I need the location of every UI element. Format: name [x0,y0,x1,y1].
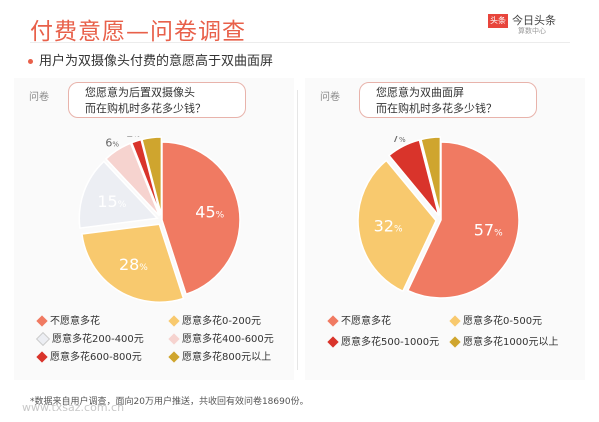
question-label: 问卷 [29,92,49,103]
pie-slice-label: 45% [195,202,224,221]
pie-slice [104,142,161,217]
legend-item: 愿意多花0-500元 [449,312,543,327]
logo-name: 今日头条 [512,14,556,27]
pie-slice-label: 15% [97,192,126,211]
legend-swatch-icon [168,333,180,345]
pie-slice-label: 28% [119,255,148,274]
legend-swatch-icon [36,315,48,327]
brand-logo: 头条 今日头条 算数中心 [488,12,568,38]
pie-chart-curved-screen: 57%32%7%4% [357,136,520,299]
legend-swatch-icon [35,331,51,347]
question-line-1: 您愿意为双曲面屏 [376,86,464,99]
legend-item: 愿意多花1000元以上 [449,333,559,348]
pie-slice [130,138,162,216]
title-rule [30,42,570,43]
bullet-icon [28,59,33,64]
pie-slice [420,136,442,216]
legend-item: 愿意多花800元以上 [168,348,272,363]
legend-label: 愿意多花1000元以上 [463,337,559,348]
question-line-2: 而在购机时多花多少钱？ [376,102,497,115]
pie-slice [81,223,185,303]
logo-badge: 头条 [488,14,508,28]
legend-item: 愿意多花0-200元 [168,312,262,327]
legend-label: 不愿意多花 [50,316,100,327]
legend-item: 愿意多花400-600元 [168,330,274,345]
legend-label: 不愿意多花 [341,316,391,327]
footnote: *数据来自用户调查，面向20万用户推送，共收回有效问卷18690份。 [30,397,309,407]
question-line-1: 您愿意为后置双摄像头 [85,86,195,99]
question-line-2: 而在购机时多花多少钱？ [85,102,206,115]
legend-label: 愿意多花0-500元 [463,316,543,327]
chart-panel-left: 问卷 您愿意为后置双摄像头 而在购机时多花多少钱？ 45%28%15%6%2%4… [14,78,294,380]
legend-item: 不愿意多花 [36,312,100,327]
legend-swatch-icon [36,351,48,363]
logo-subtitle: 算数中心 [518,27,546,35]
question-bubble: 您愿意为后置双摄像头 而在购机时多花多少钱？ [68,82,246,118]
pie-slice [357,159,437,293]
pie-slice [161,141,241,296]
legend-item: 愿意多花500-1000元 [327,333,440,348]
pie-slice-label: 2% [126,136,140,140]
question-label: 问卷 [320,92,340,103]
legend-swatch-icon [327,336,339,348]
pie-slice [406,141,520,299]
pie-slice [141,136,163,216]
legend-swatch-icon [449,315,461,327]
legend-swatch-icon [327,315,339,327]
subtitle: 用户为双摄像头付费的意愿高于双曲面屏 [28,50,273,69]
legend-item: 愿意多花200-400元 [35,330,144,347]
pie-slice [387,139,440,217]
pie-slice-label: 7% [392,136,406,145]
legend-item: 不愿意多花 [327,312,391,327]
legend-swatch-icon [449,336,461,348]
panel-divider [297,90,298,370]
legend-label: 愿意多花400-600元 [182,334,274,345]
legend-swatch-icon [168,351,180,363]
legend-swatch-icon [168,315,180,327]
question-bubble: 您愿意为双曲面屏 而在购机时多花多少钱？ [359,82,537,118]
pie-slice [78,160,159,229]
pie-slice-label: 57% [474,221,503,240]
legend-label: 愿意多花600-800元 [50,352,142,363]
page-title: 付费意愿—问卷调查 [30,19,246,45]
watermark: www.txsaz.com.cn [22,401,125,414]
pie-slice-label: 6% [105,136,119,149]
legend-label: 愿意多花0-200元 [182,316,262,327]
legend-label: 愿意多花800元以上 [182,352,272,363]
legend-label: 愿意多花500-1000元 [341,337,440,348]
legend-item: 愿意多花600-800元 [36,348,142,363]
pie-chart-camera: 45%28%15%6%2%4% [78,136,241,303]
chart-panel-right: 问卷 您愿意为双曲面屏 而在购机时多花多少钱？ 57%32%7%4% 不愿意多花… [305,78,585,380]
legend-label: 愿意多花200-400元 [52,334,144,345]
pie-slice-label: 32% [374,217,403,236]
subtitle-text: 用户为双摄像头付费的意愿高于双曲面屏 [39,54,274,69]
